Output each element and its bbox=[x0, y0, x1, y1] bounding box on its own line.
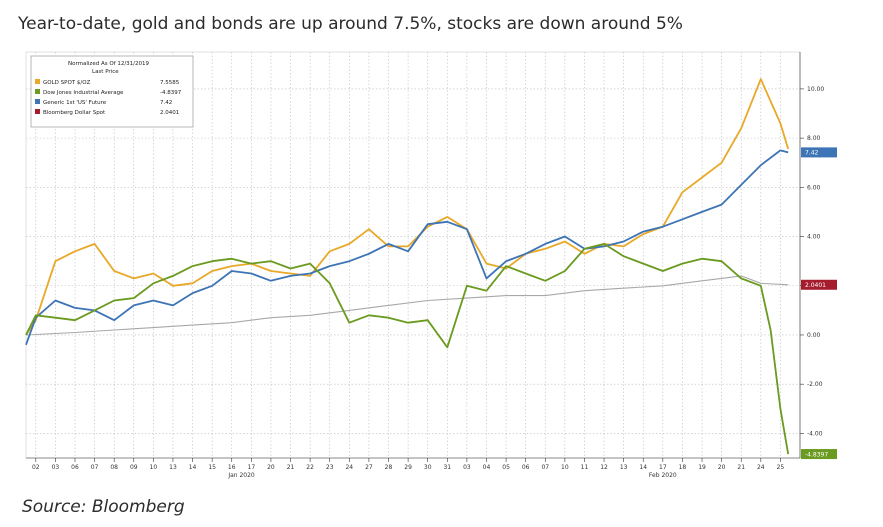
y-tick-label: 0.00 bbox=[807, 332, 821, 339]
x-tick-label: 08 bbox=[110, 464, 118, 471]
x-tick-label: 09 bbox=[130, 464, 138, 471]
x-tick-label: 14 bbox=[189, 464, 197, 471]
last-value-badge-text: -4.8397 bbox=[805, 451, 828, 458]
x-tick-label: 29 bbox=[404, 464, 412, 471]
x-tick-label: 07 bbox=[541, 464, 549, 471]
x-tick-label: 28 bbox=[385, 464, 393, 471]
last-value-badge-text: 2.0401 bbox=[805, 282, 826, 289]
x-tick-label: 20 bbox=[267, 464, 275, 471]
series-layer bbox=[25, 78, 790, 455]
y-axis: 10.008.006.004.002.000.00-2.00-4.00 bbox=[799, 52, 824, 458]
chart-headline: Year-to-date, gold and bonds are up arou… bbox=[18, 14, 683, 34]
legend-label-us-future: Generic 1st 'US' Future bbox=[43, 100, 107, 106]
x-tick-label: 02 bbox=[32, 464, 40, 471]
x-tick-label: 24 bbox=[345, 464, 353, 471]
x-tick-label: 11 bbox=[581, 464, 589, 471]
legend-label-dollar: Bloomberg Dollar Spot bbox=[43, 110, 106, 116]
x-tick-label: 07 bbox=[91, 464, 99, 471]
legend-subtitle: Last Price bbox=[92, 69, 119, 75]
legend-value-dollar: 2.0401 bbox=[160, 110, 179, 116]
y-tick-label: 8.00 bbox=[807, 135, 821, 142]
y-tick-label: 4.00 bbox=[807, 234, 821, 241]
x-tick-label: 18 bbox=[679, 464, 687, 471]
x-tick-label: 19 bbox=[698, 464, 706, 471]
x-tick-label: 30 bbox=[424, 464, 432, 471]
legend-label-dow: Dow Jones Industrial Average bbox=[43, 90, 124, 96]
series-line-gold-spot-oz bbox=[25, 78, 790, 336]
x-tick-label: 03 bbox=[52, 464, 60, 471]
x-tick-label: 13 bbox=[620, 464, 628, 471]
source-credit: Source: Bloomberg bbox=[22, 497, 185, 517]
y-tick-label: 10.00 bbox=[807, 86, 824, 93]
series-line-generic-1st-us-future bbox=[25, 149, 789, 346]
last-value-badges: 7.42 2.0401 -4.8397 bbox=[801, 147, 837, 460]
x-tick-label: 13 bbox=[169, 464, 177, 471]
legend-swatch-dollar bbox=[35, 109, 40, 114]
x-tick-label: 10 bbox=[150, 464, 158, 471]
y-tick-label: -2.00 bbox=[807, 381, 823, 388]
legend-value-dow: -4.8397 bbox=[160, 90, 182, 96]
x-tick-label: 03 bbox=[463, 464, 471, 471]
last-value-badge-text: 7.42 bbox=[805, 150, 819, 157]
legend-label-gold: GOLD SPOT $/OZ bbox=[43, 80, 91, 86]
x-tick-label: 22 bbox=[306, 464, 314, 471]
legend-swatch-dow bbox=[35, 89, 40, 94]
x-month-label: Feb 2020 bbox=[649, 472, 677, 479]
series-line-dow-jones-industrial-average bbox=[25, 242, 790, 455]
x-tick-label: 06 bbox=[71, 464, 79, 471]
chart-legend: Normalized As Of 12/31/2019 Last Price G… bbox=[30, 55, 194, 128]
y-tick-label: -4.00 bbox=[807, 430, 823, 437]
x-tick-label: 06 bbox=[522, 464, 530, 471]
x-tick-label: 16 bbox=[228, 464, 236, 471]
x-tick-label: 31 bbox=[443, 464, 451, 471]
x-tick-label: 14 bbox=[639, 464, 647, 471]
last-value-badge bbox=[801, 279, 837, 290]
x-axis: 02 03 06 07 08 09 10 13 14 15 16 17 20 21 22 23 24 27 28 29… bbox=[26, 457, 800, 479]
x-tick-label: 20 bbox=[718, 464, 726, 471]
x-tick-label: 12 bbox=[600, 464, 608, 471]
x-tick-label: 27 bbox=[365, 464, 373, 471]
x-tick-label: 10 bbox=[561, 464, 569, 471]
legend-swatch-gold bbox=[35, 79, 40, 84]
x-tick-label: 21 bbox=[287, 464, 295, 471]
legend-title: Normalized As Of 12/31/2019 bbox=[68, 61, 150, 67]
legend-box bbox=[30, 55, 194, 128]
x-tick-label: 24 bbox=[757, 464, 765, 471]
x-tick-label: 25 bbox=[777, 464, 785, 471]
x-tick-label: 15 bbox=[208, 464, 216, 471]
x-tick-label: 04 bbox=[483, 464, 491, 471]
legend-swatch-us-future bbox=[35, 99, 40, 104]
x-tick-label: 21 bbox=[737, 464, 745, 471]
x-tick-label: 17 bbox=[248, 464, 256, 471]
last-value-badge bbox=[801, 449, 837, 460]
x-tick-label: 17 bbox=[659, 464, 667, 471]
legend-value-gold: 7.5585 bbox=[160, 80, 180, 86]
x-tick-label: 05 bbox=[502, 464, 510, 471]
legend-value-us-future: 7.42 bbox=[160, 100, 172, 106]
series-line-bloomberg-dollar-spot bbox=[25, 275, 789, 336]
x-tick-label: 23 bbox=[326, 464, 334, 471]
x-month-label: Jan 2020 bbox=[227, 472, 255, 479]
y-tick-label: 6.00 bbox=[807, 184, 821, 191]
last-value-badge bbox=[801, 147, 837, 158]
